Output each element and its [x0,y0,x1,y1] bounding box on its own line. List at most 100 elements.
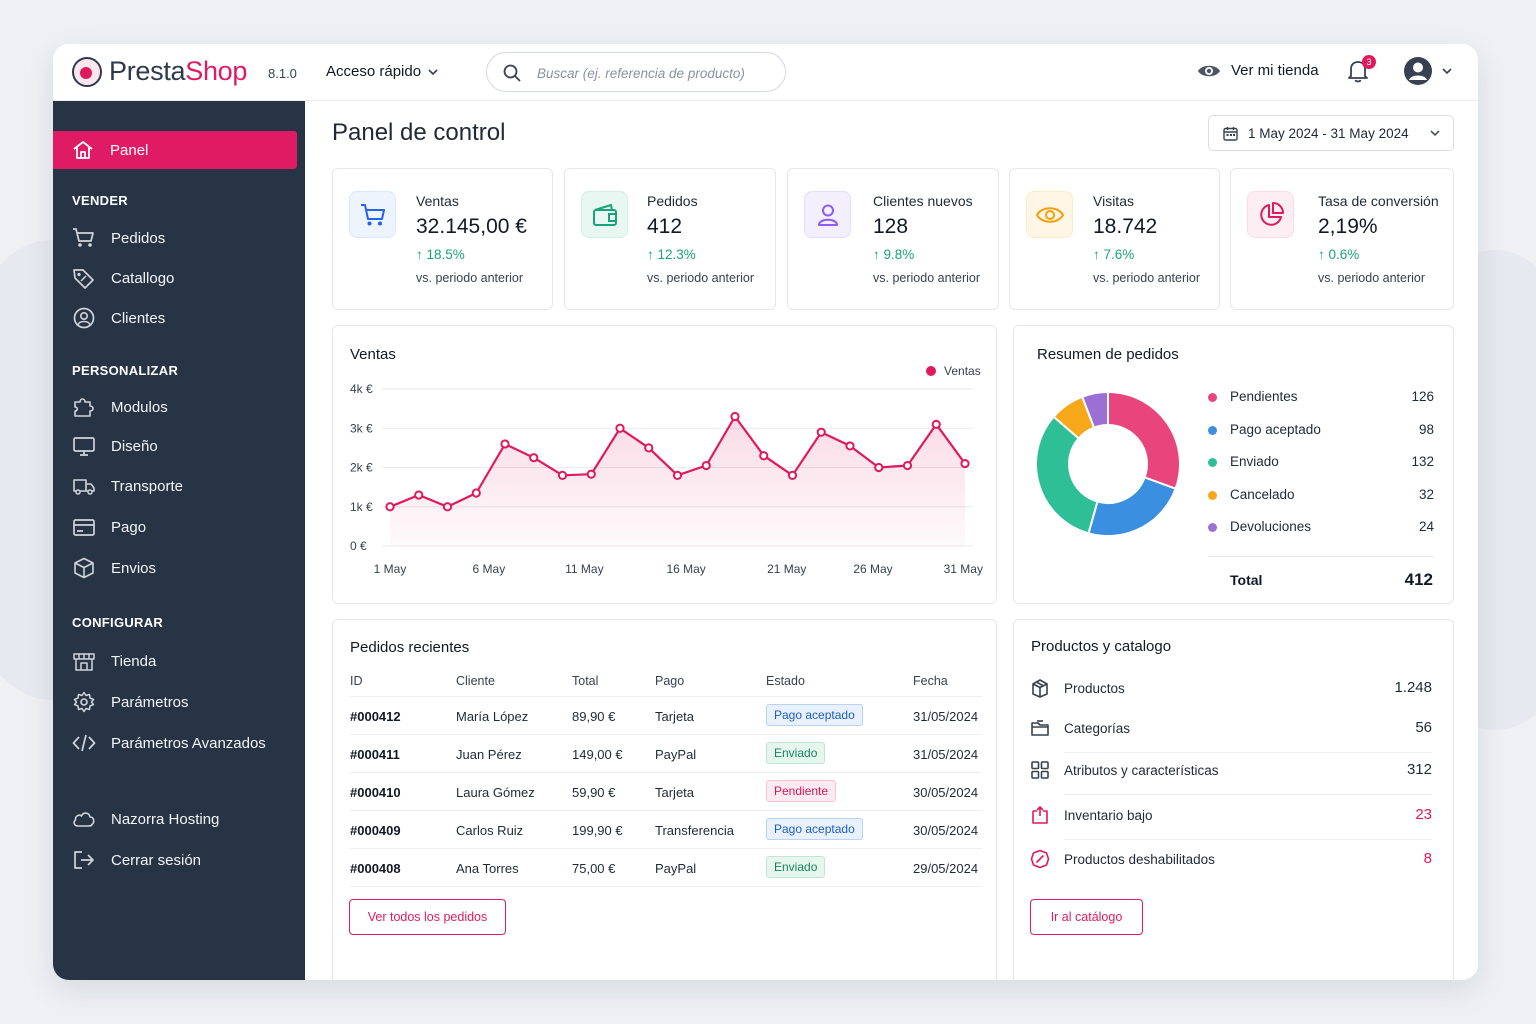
donut-slice[interactable] [1087,476,1177,537]
sidebar-item-clientes[interactable]: Clientes [72,305,165,331]
prestashop-logo[interactable]: PrestaShop [72,56,247,87]
data-point[interactable] [730,411,740,422]
sidebar-item-parametros-avanzados[interactable]: Parámetros Avanzados [72,730,266,756]
data-point[interactable] [672,470,683,480]
sidebar-item-envios[interactable]: Envios [72,555,156,581]
sidebar-item-parametros[interactable]: Parámetros [72,689,189,715]
order-client: Juan Pérez [456,747,522,762]
data-point[interactable] [644,443,654,453]
sidebar-item-pedidos[interactable]: Pedidos [72,225,165,251]
catalog-item[interactable]: Inventario bajo 23 [1030,795,1432,839]
data-point[interactable] [586,469,596,479]
data-point[interactable] [529,453,539,463]
cloud-icon [73,812,95,827]
x-tick-label: 21 May [767,562,806,576]
sidebar-item-modulos[interactable]: Modulos [72,394,168,420]
table-row[interactable]: #000411 Juan Pérez 149,00 € PayPal Enviado 31… [350,734,982,772]
data-point[interactable] [931,419,941,429]
kpi-label: Clientes nuevos [873,193,973,209]
calendar-icon [1223,126,1238,141]
gear-icon [73,691,95,713]
order-id[interactable]: #000410 [350,785,401,800]
catalog-item[interactable]: Atributos y características 312 [1030,750,1432,794]
order-id[interactable]: #000408 [350,861,401,876]
sidebar-item-catalogo[interactable]: Catallogo [72,265,174,291]
order-id[interactable]: #000409 [350,823,401,838]
catalog-item[interactable]: Productos deshabilitados 8 [1030,839,1432,883]
table-row[interactable]: #000410 Laura Gómez 59,90 € Tarjeta Pendient… [350,772,982,810]
data-point[interactable] [816,427,826,437]
table-row[interactable]: #000409 Carlos Ruiz 199,90 € Transferencia P… [350,810,982,848]
order-id[interactable]: #000411 [350,747,400,762]
logout-button[interactable]: Cerrar sesión [72,847,201,873]
catalog-item-label: Atributos y características [1064,763,1219,778]
notification-badge: 3 [1362,55,1376,69]
table-row[interactable]: #000408 Ana Torres 75,00 € PayPal Enviado 29/… [350,848,982,886]
donut-slice[interactable] [1107,390,1181,491]
catalog-item[interactable]: Categorías 56 [1030,708,1432,752]
data-point[interactable] [960,458,970,469]
orders-summary-card: Resumen de pedidos Pendientes 126 Pago ace… [1013,325,1454,604]
y-tick-label: 3k € [350,421,373,435]
go-to-catalog-button[interactable]: Ir al catálogo [1030,899,1143,935]
page-title: Panel de control [332,119,506,146]
pie-chart-icon [1247,191,1294,238]
view-all-orders-button[interactable]: Ver todos los pedidos [349,899,506,935]
notifications-button[interactable]: 3 [1346,55,1376,89]
legend-value: 132 [1411,454,1434,469]
folder-icon [1031,720,1049,736]
divider [1208,556,1434,557]
user-menu[interactable] [1403,56,1453,86]
data-point[interactable] [500,439,510,449]
sidebar-item-tienda[interactable]: Tienda [72,648,156,674]
sidebar-item-hosting[interactable]: Nazorra Hosting [72,806,219,832]
catalog-item-value: 1.248 [1394,679,1432,696]
kpi-value: 18.742 [1093,215,1158,238]
search-input[interactable] [537,61,777,85]
card-title: Productos y catalogo [1031,638,1172,655]
data-point[interactable] [385,502,395,512]
data-point[interactable] [874,462,884,473]
order-total: 149,00 € [572,747,623,762]
store-icon [73,653,95,671]
data-point[interactable] [701,460,711,471]
data-point[interactable] [414,490,424,500]
data-point[interactable] [442,502,453,512]
data-point[interactable] [557,470,568,480]
search-icon [503,64,521,82]
date-range-picker[interactable]: 1 May 2024 - 31 May 2024 [1208,115,1454,151]
chevron-down-icon [428,68,438,75]
donut-slice[interactable] [1080,390,1109,429]
sidebar-item-diseno[interactable]: Diseño [72,433,158,459]
data-point[interactable] [471,488,481,498]
data-point[interactable] [787,470,798,480]
search-box[interactable] [486,52,786,92]
data-point[interactable] [615,423,625,433]
catalog-item-value: 56 [1415,719,1432,736]
sidebar-item-panel[interactable]: Panel [53,131,297,169]
data-point[interactable] [845,441,855,451]
cart-icon [73,228,94,247]
view-store-link[interactable]: Ver mi tienda [1197,62,1319,79]
x-tick-label: 31 May [944,562,983,576]
quick-access-menu[interactable]: Acceso rápido [326,63,439,80]
order-payment: PayPal [655,747,697,762]
table-row[interactable]: #000412 María López 89,90 € Tarjeta Pago ace… [350,696,982,734]
data-point[interactable] [902,460,913,471]
sidebar-item-transporte[interactable]: Transporte [72,473,183,499]
arrow-up-icon: ↑ [647,247,658,262]
order-id[interactable]: #000412 [350,709,401,724]
kpi-label: Pedidos [647,193,698,209]
donut-slice[interactable] [1035,415,1099,535]
data-point[interactable] [759,451,769,461]
sidebar-item-pago[interactable]: Pago [72,514,146,540]
kpi-card-conversion: Tasa de conversión 2,19% ↑ 0.6% vs. peri… [1230,168,1454,310]
sidebar-item-label: Envios [111,559,157,577]
section-title-personalizar: PERSONALIZAR [72,363,179,378]
sidebar-item-label: Pedidos [111,229,166,247]
catalog-item[interactable]: Productos 1.248 [1030,668,1432,712]
legend-dot [1208,425,1217,435]
package-icon [74,557,94,579]
column-header: Pago [655,674,685,688]
logo-text: PrestaShop [109,56,248,86]
